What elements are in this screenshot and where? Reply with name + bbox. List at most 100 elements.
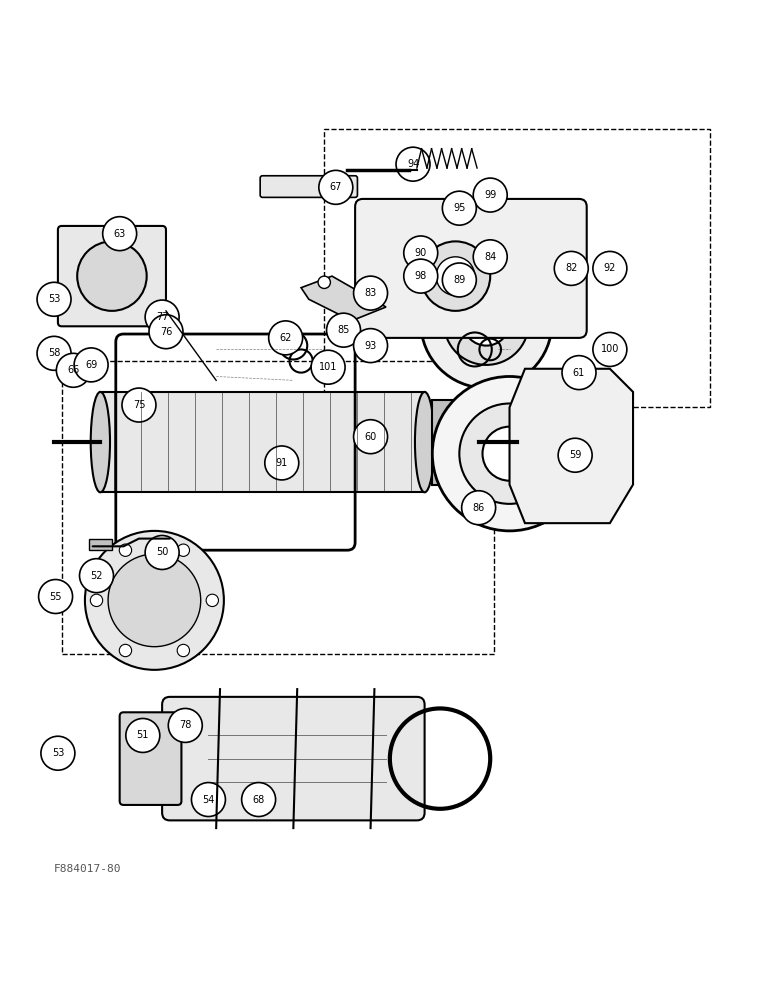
Circle shape	[126, 718, 160, 752]
Circle shape	[177, 544, 190, 556]
Text: 58: 58	[48, 348, 60, 358]
Circle shape	[77, 241, 147, 311]
Circle shape	[473, 178, 507, 212]
Circle shape	[593, 251, 627, 285]
Text: 53: 53	[52, 748, 64, 758]
Circle shape	[145, 300, 179, 334]
Text: 52: 52	[90, 571, 103, 581]
Circle shape	[311, 350, 345, 384]
Circle shape	[49, 302, 59, 312]
FancyBboxPatch shape	[355, 199, 587, 338]
Circle shape	[562, 356, 596, 390]
Circle shape	[149, 315, 183, 349]
Circle shape	[444, 280, 529, 365]
Circle shape	[122, 388, 156, 422]
Text: 85: 85	[337, 325, 350, 335]
Ellipse shape	[90, 392, 110, 492]
Circle shape	[61, 291, 70, 300]
Circle shape	[421, 241, 490, 311]
Circle shape	[558, 438, 592, 472]
Circle shape	[108, 554, 201, 647]
Text: 68: 68	[252, 795, 265, 805]
Text: 83: 83	[364, 288, 377, 298]
Circle shape	[421, 257, 552, 388]
Circle shape	[41, 736, 75, 770]
Text: 91: 91	[276, 458, 288, 468]
Text: 60: 60	[364, 432, 377, 442]
Circle shape	[462, 491, 496, 525]
Bar	[100, 392, 425, 492]
Text: 59: 59	[569, 450, 581, 460]
Circle shape	[168, 708, 202, 742]
Circle shape	[463, 299, 510, 346]
Circle shape	[37, 282, 71, 316]
Circle shape	[53, 295, 63, 304]
Circle shape	[354, 276, 388, 310]
Circle shape	[265, 446, 299, 480]
Text: 51: 51	[137, 730, 149, 740]
Bar	[89, 539, 112, 550]
Circle shape	[354, 329, 388, 363]
Circle shape	[119, 544, 131, 556]
Text: 82: 82	[565, 263, 577, 273]
Circle shape	[473, 240, 507, 274]
Text: 50: 50	[156, 547, 168, 557]
Text: 98: 98	[415, 271, 427, 281]
Text: 86: 86	[472, 503, 485, 513]
Text: F884017-80: F884017-80	[54, 864, 121, 874]
Circle shape	[554, 251, 588, 285]
Text: 92: 92	[604, 263, 616, 273]
Circle shape	[49, 287, 59, 296]
Circle shape	[80, 559, 113, 593]
Text: 90: 90	[415, 248, 427, 258]
Circle shape	[90, 594, 103, 607]
Circle shape	[37, 336, 71, 370]
Text: 78: 78	[179, 720, 191, 730]
Circle shape	[593, 332, 627, 366]
FancyBboxPatch shape	[260, 176, 357, 197]
Circle shape	[177, 644, 190, 657]
Text: 84: 84	[484, 252, 496, 262]
Ellipse shape	[415, 392, 434, 492]
Circle shape	[404, 236, 438, 270]
Circle shape	[432, 376, 587, 531]
Circle shape	[327, 313, 361, 347]
Text: 77: 77	[156, 312, 168, 322]
Text: 76: 76	[160, 327, 172, 337]
Circle shape	[119, 644, 131, 657]
Text: 69: 69	[85, 360, 97, 370]
Circle shape	[396, 147, 430, 181]
Text: 61: 61	[573, 368, 585, 378]
Text: 93: 93	[364, 341, 377, 351]
Circle shape	[145, 536, 179, 569]
Text: 55: 55	[49, 591, 62, 601]
Circle shape	[436, 257, 475, 295]
FancyBboxPatch shape	[162, 697, 425, 820]
Bar	[432, 400, 479, 485]
Circle shape	[442, 263, 476, 297]
Polygon shape	[510, 369, 633, 523]
Text: 95: 95	[453, 203, 466, 213]
Text: 94: 94	[407, 159, 419, 169]
Circle shape	[85, 531, 224, 670]
Circle shape	[482, 427, 537, 481]
Text: 99: 99	[484, 190, 496, 200]
Circle shape	[404, 259, 438, 293]
Text: 63: 63	[113, 229, 126, 239]
Circle shape	[103, 217, 137, 251]
Text: 100: 100	[601, 344, 619, 354]
Circle shape	[39, 580, 73, 613]
Text: 54: 54	[202, 795, 215, 805]
Text: 66: 66	[67, 365, 80, 375]
Circle shape	[318, 276, 330, 288]
Circle shape	[56, 353, 90, 387]
Text: 62: 62	[279, 333, 292, 343]
Circle shape	[269, 321, 303, 355]
Text: 89: 89	[453, 275, 466, 285]
Circle shape	[242, 783, 276, 817]
Circle shape	[442, 191, 476, 225]
Circle shape	[354, 420, 388, 454]
Circle shape	[46, 299, 55, 308]
FancyBboxPatch shape	[58, 226, 166, 326]
Text: 75: 75	[133, 400, 145, 410]
